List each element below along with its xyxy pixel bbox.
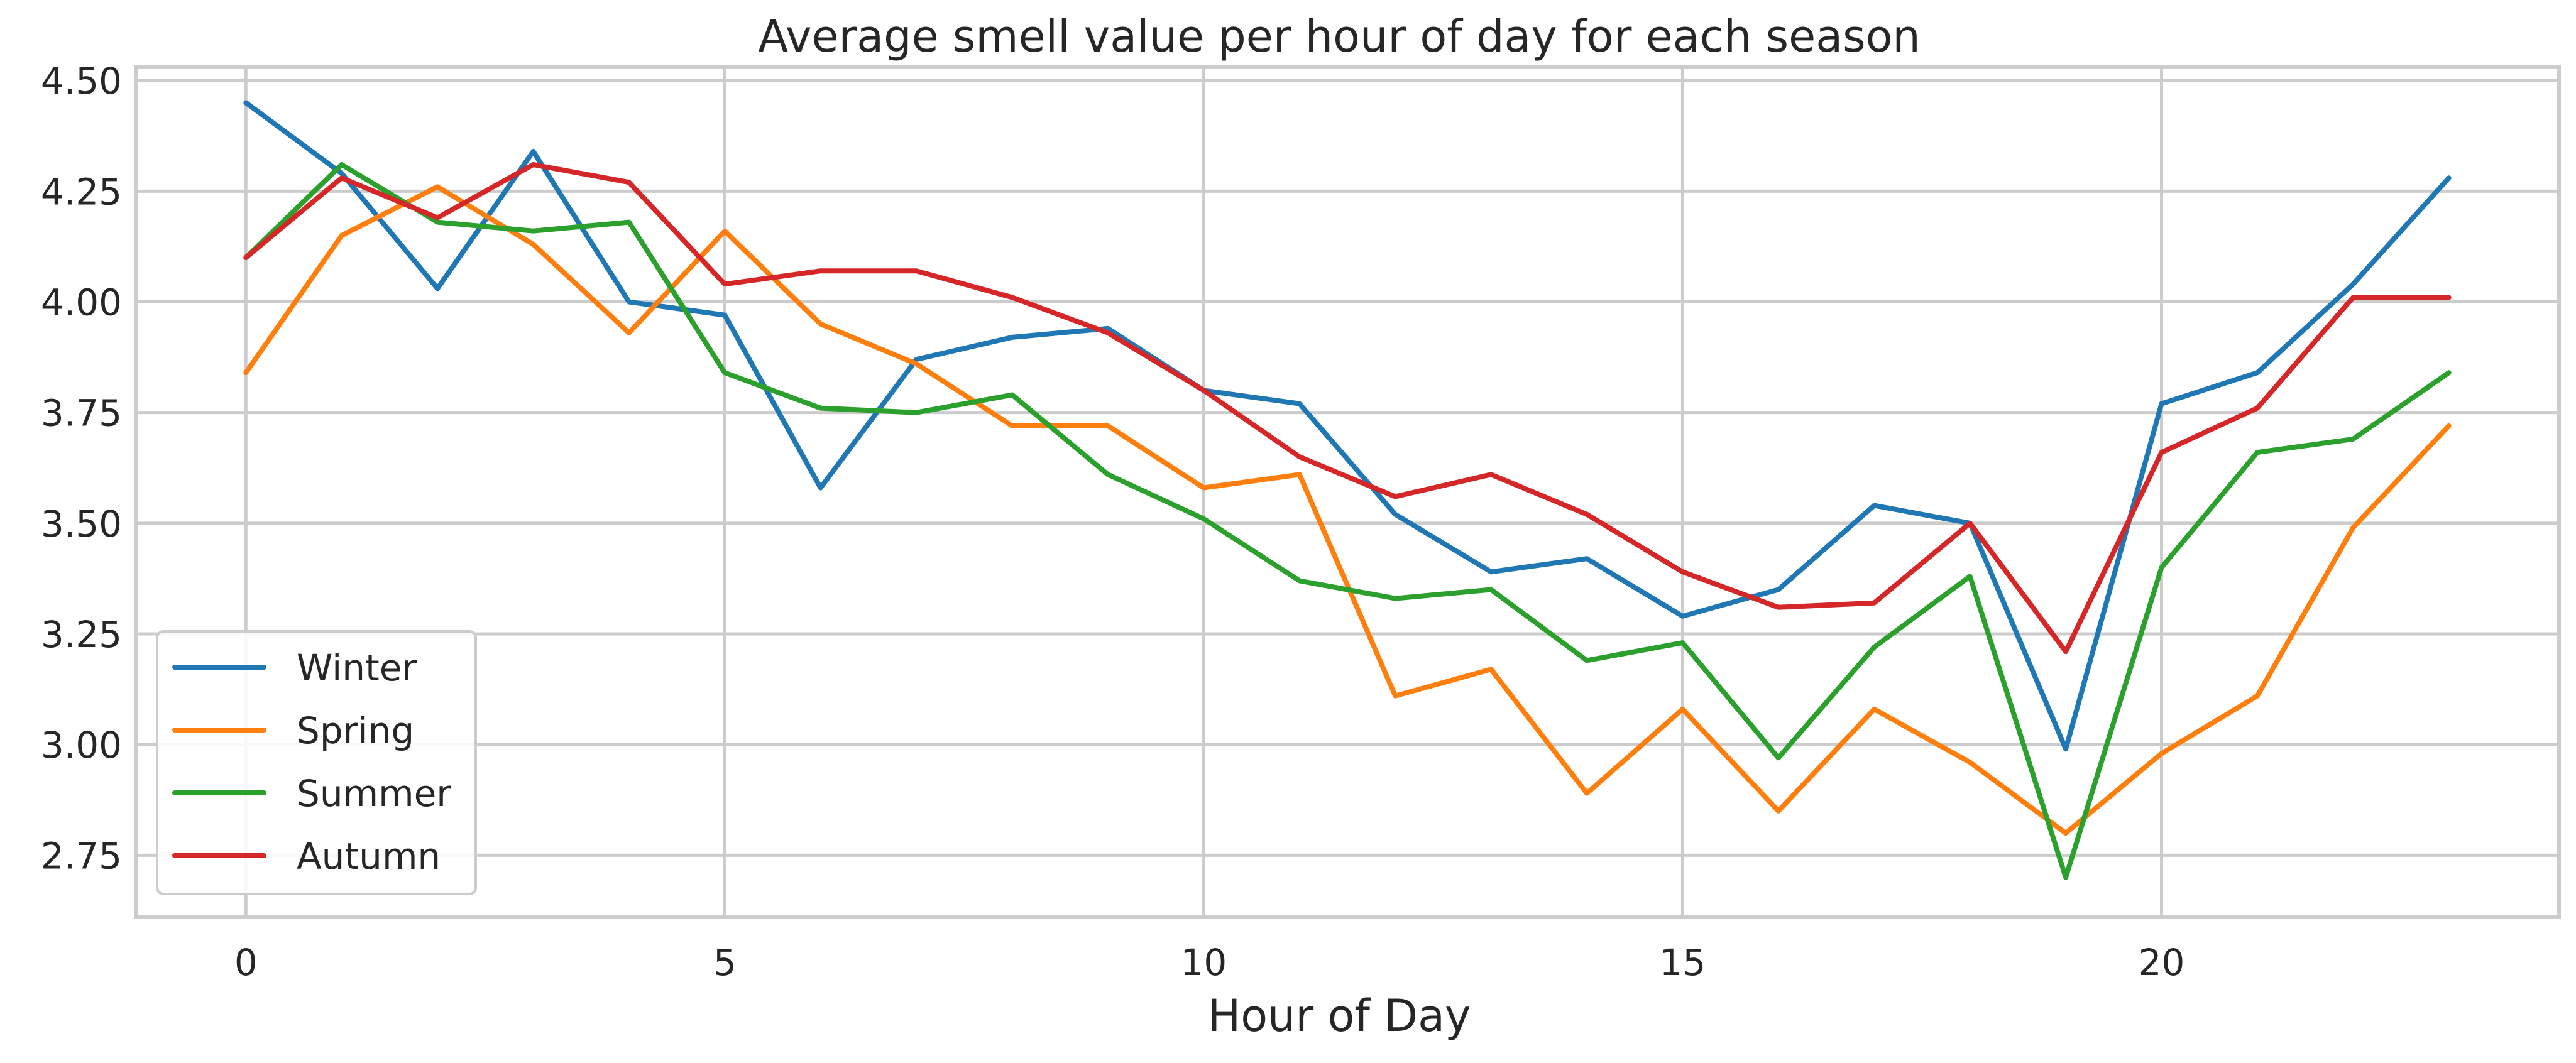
y-tick-label: 3.25 — [41, 613, 122, 656]
series-line-winter — [243, 100, 2452, 752]
x-tick-label: 15 — [1660, 941, 1706, 984]
y-tick-label: 2.75 — [41, 834, 122, 877]
x-tick-label: 0 — [234, 941, 258, 984]
chart-title: Average smell value per hour of day for … — [758, 11, 1921, 62]
series-line-summer — [243, 162, 2452, 880]
legend-label-summer: Summer — [297, 772, 451, 815]
gridlines — [136, 67, 2559, 917]
y-tick-label: 4.25 — [41, 170, 122, 213]
y-tick-label: 4.50 — [41, 60, 122, 102]
legend-box — [156, 630, 477, 895]
y-tick-label: 3.75 — [41, 392, 122, 435]
y-axis-ticks: 2.75 3.00 3.25 3.50 3.75 4.00 4.25 4.50 — [41, 60, 122, 877]
x-axis-label: Hour of Day — [1208, 990, 1471, 1042]
legend-label-spring: Spring — [297, 709, 414, 752]
x-tick-label: 10 — [1180, 941, 1227, 984]
series-line-autumn — [243, 162, 2452, 655]
x-tick-label: 20 — [2139, 941, 2185, 984]
y-tick-label: 4.00 — [41, 281, 122, 324]
legend: Winter Spring Summer Autumn — [156, 630, 477, 895]
x-axis-ticks: 0 5 10 15 20 — [234, 941, 2185, 984]
plot-frame — [134, 65, 2561, 919]
series-lines — [243, 100, 2452, 880]
y-tick-label: 3.00 — [41, 724, 122, 766]
y-tick-label: 3.50 — [41, 503, 122, 545]
legend-label-winter: Winter — [297, 646, 417, 689]
x-tick-label: 5 — [713, 941, 737, 984]
legend-label-autumn: Autumn — [297, 835, 441, 878]
